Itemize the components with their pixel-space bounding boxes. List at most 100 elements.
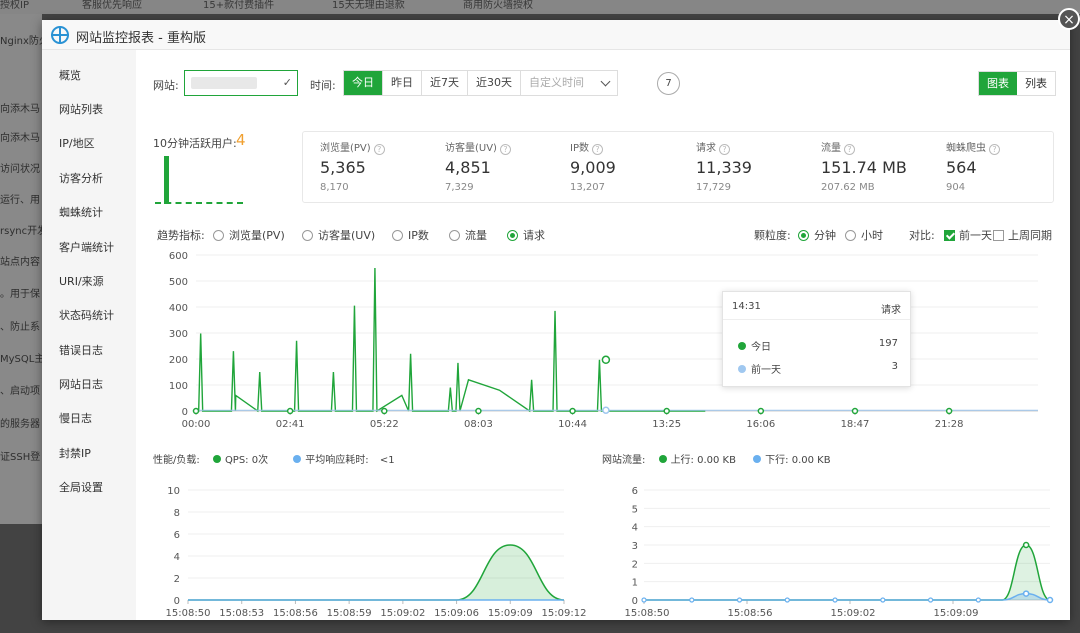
menu-item-uri[interactable]: URI/来源: [59, 275, 104, 288]
series-line-today: [196, 267, 706, 413]
x-tick-label: 08:03: [464, 419, 493, 430]
stat-title: 请求: [696, 143, 716, 154]
bg-side-item: 的服务器: [0, 419, 40, 430]
legend-dot: [753, 455, 762, 463]
data-point: [851, 407, 859, 415]
trend-option-ip[interactable]: IP数: [392, 227, 429, 243]
menu-item-clients[interactable]: 客户端统计: [59, 241, 114, 254]
menu-item-sites[interactable]: 网站列表: [59, 103, 103, 116]
y-tick-label: 600: [169, 251, 188, 262]
custom-time-select[interactable]: 自定义时间: [521, 71, 617, 95]
stat-title: 访客量(UV): [445, 143, 497, 154]
y-tick-label: 500: [169, 277, 188, 288]
bg-side-item: MySQL主: [0, 354, 42, 365]
data-point: [832, 597, 838, 603]
x-tick-label: 18:47: [841, 419, 870, 430]
help-icon[interactable]: ?: [719, 144, 730, 155]
menu-item-settings[interactable]: 全局设置: [59, 481, 103, 494]
compare-last-week[interactable]: 上周同期: [993, 227, 1052, 243]
data-point: [475, 407, 482, 415]
help-icon[interactable]: ?: [499, 144, 511, 155]
hover-point-prev: [602, 406, 610, 414]
stat-value: 151.74 MB: [821, 158, 907, 177]
legend-dot: [293, 455, 302, 463]
help-icon[interactable]: ?: [844, 144, 855, 155]
stat-sub: 7,329: [445, 182, 474, 193]
bg-topbar-item: 15天无理由退款: [332, 0, 405, 11]
close-icon[interactable]: ×: [1058, 8, 1080, 30]
chart-view-button[interactable]: 图表: [979, 72, 1017, 95]
stat-value: 564: [946, 158, 977, 177]
compare-option-label: 前一天: [959, 229, 992, 242]
performance-chart[interactable]: 0 2 4 6 8 10 15:08:50 15:08:53 15:08:56 15:08:59 1…: [136, 480, 596, 620]
legend-dot: [738, 365, 746, 373]
active-users-baseline: [155, 202, 243, 204]
tooltip-header: 14:31 请求: [723, 292, 910, 320]
list-view-button[interactable]: 列表: [1017, 72, 1055, 95]
data-point: [569, 407, 576, 415]
refresh-countdown-button[interactable]: 7: [657, 72, 680, 95]
trend-option-requests[interactable]: 请求: [507, 227, 545, 243]
menu-item-ip-region[interactable]: IP/地区: [59, 137, 95, 150]
y-tick-label: 100: [169, 381, 188, 392]
active-users-value: 4: [236, 131, 246, 149]
x-tick-label: 15:09:02: [831, 608, 876, 619]
perf-avg-label[interactable]: 平均响应耗时:: [305, 455, 369, 466]
granularity-hour[interactable]: 小时: [845, 227, 883, 243]
trend-option-traffic[interactable]: 流量: [449, 227, 487, 243]
data-point: [927, 597, 934, 603]
granularity-minute[interactable]: 分钟: [798, 227, 836, 243]
side-menu: 概览 网站列表 IP/地区 访客分析 蜘蛛统计 客户端统计 URI/来源 状态码…: [42, 50, 136, 620]
help-icon[interactable]: ?: [989, 144, 1000, 155]
trend-option-label: 浏览量(PV): [229, 229, 285, 242]
menu-item-status-codes[interactable]: 状态码统计: [59, 309, 114, 322]
time-30days-button[interactable]: 近30天: [468, 71, 521, 95]
stat-traffic: 流量? 151.74 MB 207.62 MB: [804, 132, 929, 202]
modal-title: 网站监控报表 - 重构版: [76, 31, 206, 46]
menu-item-spiders[interactable]: 蜘蛛统计: [59, 206, 103, 219]
stat-value: 4,851: [445, 158, 491, 177]
time-today-button[interactable]: 今日: [344, 71, 383, 95]
granularity-label: 颗粒度:: [754, 229, 791, 242]
radio-icon: [845, 230, 856, 241]
y-tick-label: 0: [632, 596, 638, 607]
trend-option-uv[interactable]: 访客量(UV): [302, 227, 375, 243]
radio-icon: [392, 230, 403, 241]
help-icon[interactable]: ?: [591, 144, 603, 155]
bg-side-item: 站点内容: [0, 257, 40, 268]
menu-item-banned-ip[interactable]: 封禁IP: [59, 447, 91, 460]
bg-topbar-item: 15+款付费插件: [203, 0, 275, 11]
trend-label: 趋势指标:: [157, 229, 205, 242]
stat-spiders: 蜘蛛爬虫? 564 904: [929, 132, 1054, 202]
time-7days-button[interactable]: 近7天: [422, 71, 468, 95]
site-select[interactable]: ✓: [184, 70, 298, 96]
x-tick-label: 21:28: [935, 419, 964, 430]
stat-title: 流量: [821, 143, 841, 154]
menu-item-overview[interactable]: 概览: [59, 69, 81, 82]
perf-avg-value: <1: [379, 455, 395, 466]
checkbox-icon: [993, 230, 1004, 241]
traffic-up[interactable]: 上行: 0.00 KB: [670, 455, 736, 466]
time-range-group: 今日 昨日 近7天 近30天 自定义时间: [343, 70, 618, 96]
traffic-chart[interactable]: 0 1 2 3 4 5 6 15:08:50 15:08:56 15:09:02 15:09:09: [610, 480, 1066, 620]
compare-prev-day[interactable]: 前一天: [944, 227, 992, 243]
menu-item-slow-log[interactable]: 慢日志: [59, 412, 92, 425]
time-yesterday-button[interactable]: 昨日: [383, 71, 422, 95]
upload-peak-point: [1022, 541, 1030, 549]
menu-item-visitors[interactable]: 访客分析: [59, 172, 103, 185]
check-icon: ✓: [282, 76, 292, 89]
requests-trend-chart[interactable]: 0 100 200 300 400 500 600 00:00 02:41 05:22 08:03 1…: [136, 245, 1070, 435]
legend-dot: [658, 455, 667, 463]
stats-card: 浏览量(PV)? 5,365 8,170 访客量(UV)? 4,851 7,32…: [302, 131, 1054, 203]
perf-qps[interactable]: QPS: 0次: [224, 455, 269, 466]
traffic-legend: 网站流量: 上行: 0.00 KB 下行: 0.00 KB: [602, 451, 831, 466]
bg-side-item: 。用于保: [0, 289, 40, 300]
menu-item-error-log[interactable]: 错误日志: [59, 344, 103, 357]
trend-option-pv[interactable]: 浏览量(PV): [213, 227, 285, 243]
traffic-down[interactable]: 下行: 0.00 KB: [765, 455, 831, 466]
menu-item-site-log[interactable]: 网站日志: [59, 378, 103, 391]
chart-tooltip: 14:31 请求 今日 197 前一天 3: [722, 291, 911, 387]
legend-dot: [212, 455, 221, 463]
help-icon[interactable]: ?: [373, 144, 385, 155]
trend-option-label: IP数: [408, 229, 429, 242]
